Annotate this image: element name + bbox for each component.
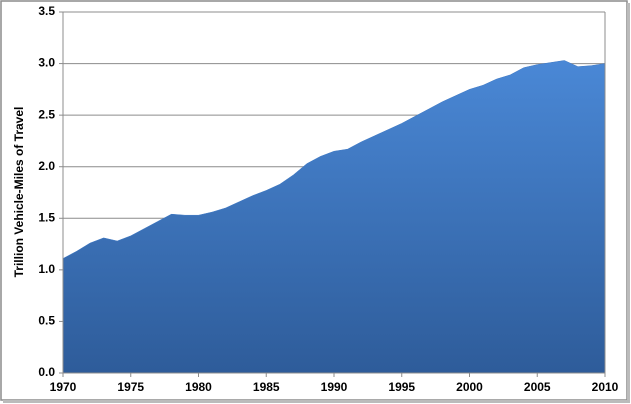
y-tick-label: 3.0 (38, 56, 55, 70)
x-tick-label: 1995 (388, 380, 415, 394)
x-tick-label: 1985 (253, 380, 280, 394)
y-tick-label: 0.5 (38, 314, 55, 328)
y-axis-label: Trillion Vehicle-Miles of Travel (12, 107, 26, 278)
y-tick-label: 2.0 (38, 159, 55, 173)
y-tick-label: 2.5 (38, 107, 55, 121)
y-tick-label: 0.0 (38, 365, 55, 379)
x-tick-label: 2000 (456, 380, 483, 394)
x-tick-label: 1990 (321, 380, 348, 394)
x-tick-label: 1980 (185, 380, 212, 394)
x-tick-label: 2010 (592, 380, 619, 394)
y-tick-label: 1.0 (38, 262, 55, 276)
shadow (627, 3, 630, 403)
x-tick-label: 2005 (524, 380, 551, 394)
x-tick-label: 1975 (117, 380, 144, 394)
y-tick-label: 1.5 (38, 210, 55, 224)
x-tick-label: 1970 (50, 380, 77, 394)
area (62, 60, 606, 374)
shadow (3, 400, 629, 403)
y-tick-label: 3.5 (38, 4, 55, 18)
